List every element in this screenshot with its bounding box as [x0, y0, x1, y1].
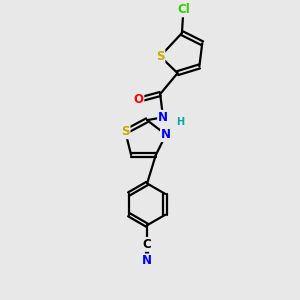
Text: S: S: [121, 125, 130, 138]
Text: N: N: [161, 128, 171, 141]
Text: Cl: Cl: [177, 3, 190, 16]
Text: N: N: [142, 254, 152, 267]
Text: S: S: [156, 50, 164, 63]
Text: N: N: [158, 111, 168, 124]
Text: O: O: [134, 93, 143, 106]
Text: C: C: [143, 238, 152, 251]
Text: H: H: [176, 117, 184, 127]
